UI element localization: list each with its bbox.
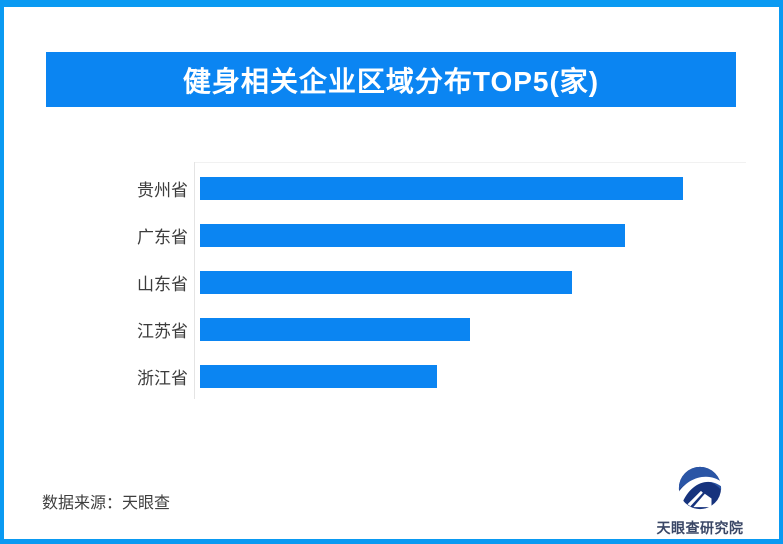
bar [200,365,437,388]
bar-row: 贵州省 [4,165,764,212]
category-label: 贵州省 [137,181,188,200]
bar [200,177,683,200]
bar-chart-rows: 贵州省广东省山东省江苏省浙江省 [4,165,764,400]
category-label: 江苏省 [137,322,188,341]
bar-row: 江苏省 [4,306,764,353]
data-source-text: 数据来源：天眼查 [42,495,171,512]
bar [200,318,470,341]
tianyancha-eye-icon [677,466,723,510]
chart-title-banner: 健身相关企业区域分布TOP5(家) [46,52,736,107]
bar-row: 山东省 [4,259,764,306]
y-axis-line [194,162,195,399]
category-label: 山东省 [137,275,188,294]
bar-row: 浙江省 [4,353,764,400]
tianyancha-logo-text: 天眼查研究院 [656,520,744,536]
plot-top-line [194,162,746,163]
tianyancha-logo: 天眼查研究院 [654,465,746,538]
chart-title: 健身相关企业区域分布TOP5(家) [182,65,600,97]
category-label: 浙江省 [137,369,188,388]
bar [200,224,625,247]
bar [200,271,572,294]
category-label: 广东省 [137,228,188,247]
bar-row: 广东省 [4,212,764,259]
